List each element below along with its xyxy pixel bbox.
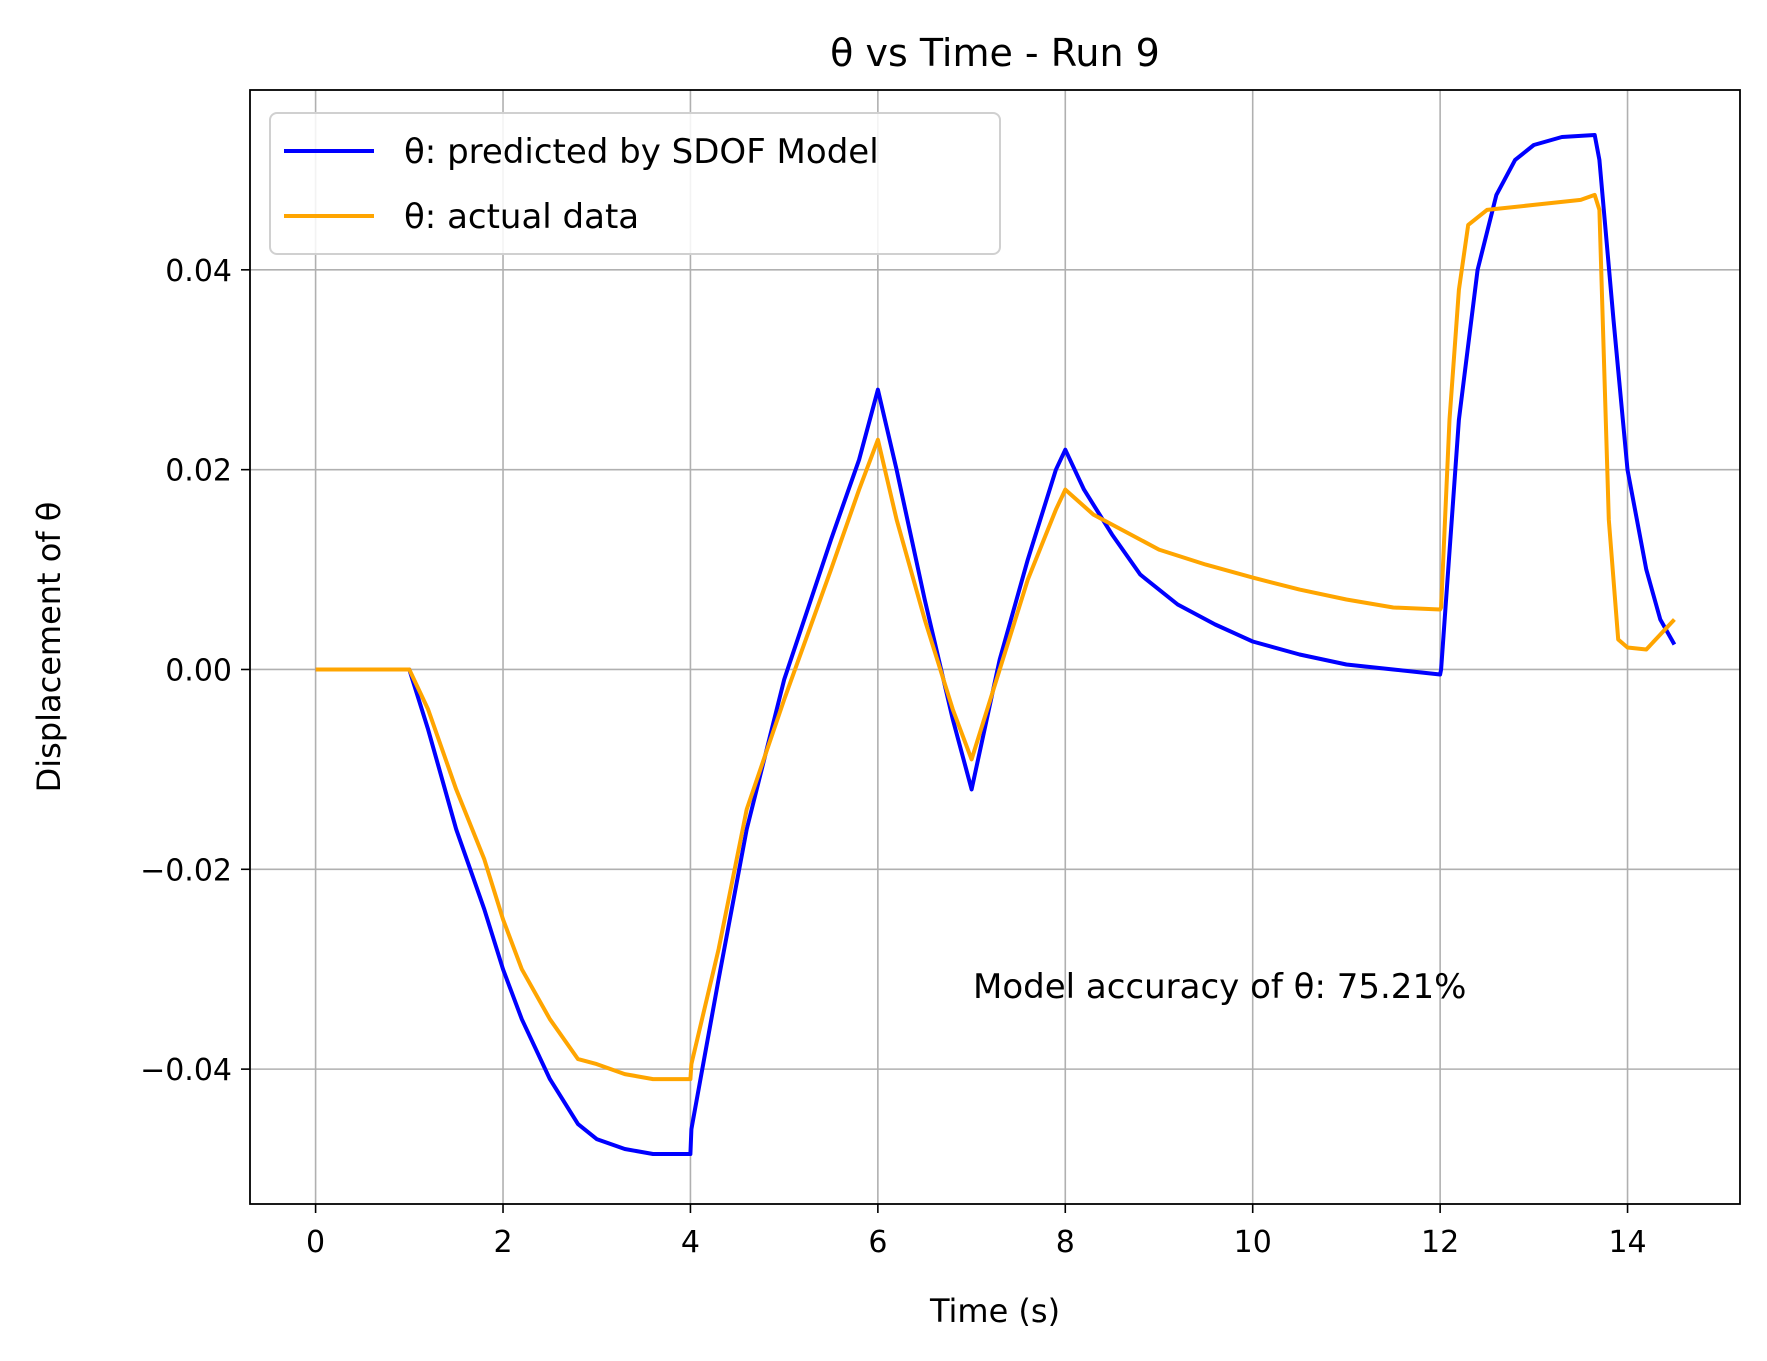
- y-tick-label: −0.02: [140, 853, 232, 888]
- x-tick-label: 14: [1608, 1225, 1646, 1260]
- x-axis-label: Time (s): [929, 1292, 1060, 1330]
- x-tick-label: 10: [1234, 1225, 1272, 1260]
- y-tick-label: 0.02: [165, 454, 232, 489]
- plot-frame: [249, 89, 1741, 1205]
- ticks: 0 2 4 6 8 10 12 14 −0.04 −0.02 0.00 0.02 0.04: [140, 254, 1647, 1260]
- accuracy-annotation: Model accuracy of θ: 75.21%: [973, 967, 1466, 1007]
- chart-title: θ vs Time - Run 9: [830, 31, 1160, 75]
- x-tick-label: 4: [681, 1225, 700, 1260]
- x-tick-label: 6: [868, 1225, 887, 1260]
- y-axis-label: Displacement of θ: [30, 502, 68, 793]
- y-tick-label: 0.00: [165, 653, 232, 688]
- x-tick-label: 12: [1421, 1225, 1459, 1260]
- x-tick-label: 0: [306, 1225, 325, 1260]
- x-tick-label: 2: [493, 1225, 512, 1260]
- x-tick-label: 8: [1056, 1225, 1075, 1260]
- grid: [250, 90, 1740, 1204]
- legend-label-predicted: θ: predicted by SDOF Model: [404, 132, 879, 172]
- actual-series-line: [315, 192, 1676, 1082]
- y-tick-label: 0.04: [165, 254, 232, 289]
- legend-label-actual: θ: actual data: [404, 197, 639, 237]
- y-tick-label: −0.04: [140, 1053, 232, 1088]
- series-layer: [315, 133, 1677, 1156]
- legend: θ: predicted by SDOF Model θ: actual dat…: [269, 112, 1001, 255]
- predicted-series-line: [315, 133, 1677, 1156]
- legend-box: [269, 112, 1001, 255]
